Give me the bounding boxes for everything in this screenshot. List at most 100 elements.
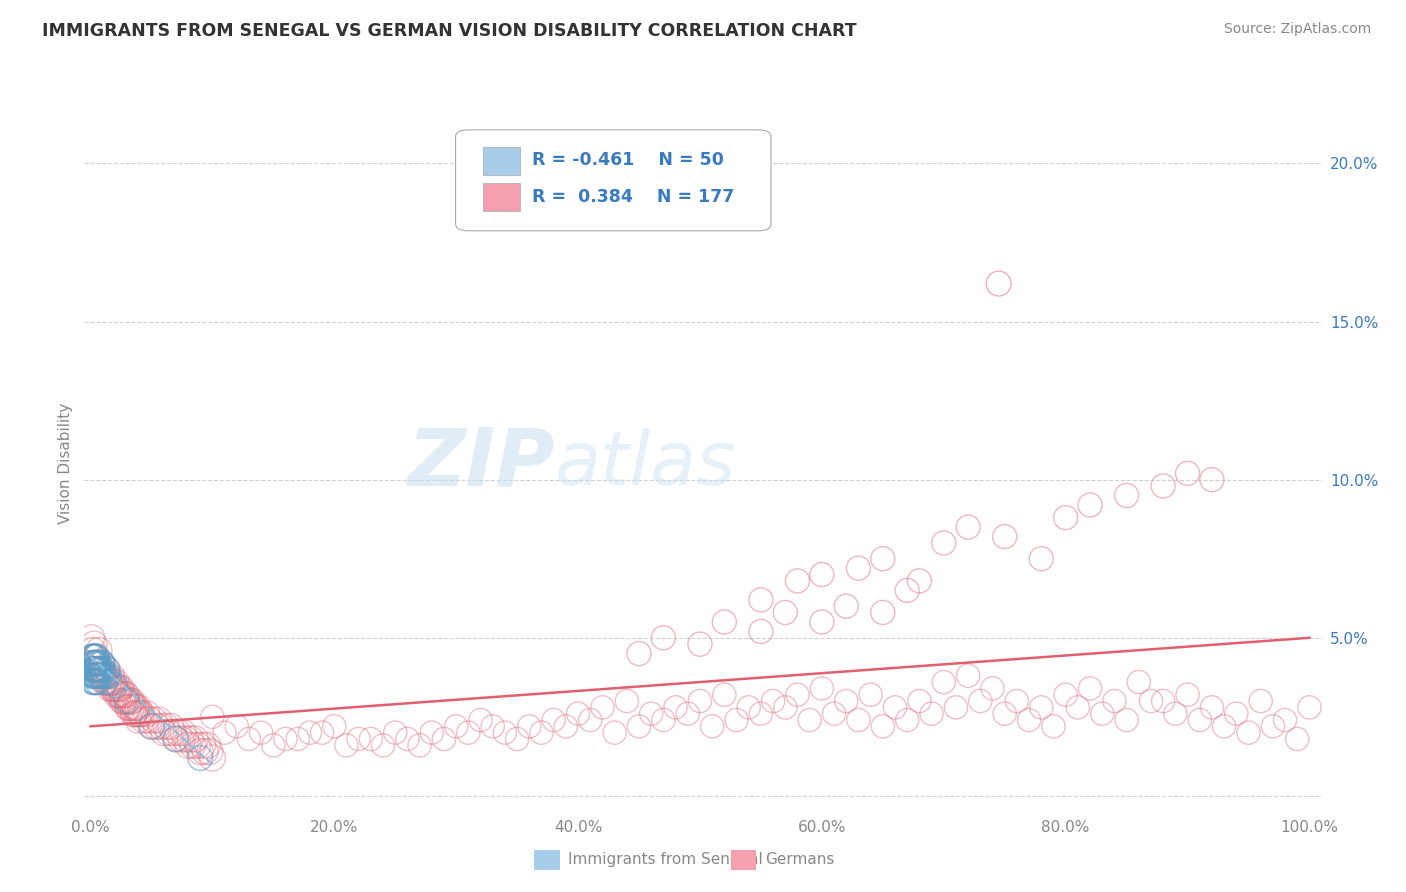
- Point: [103, 675, 125, 690]
- Point: [848, 713, 870, 727]
- FancyBboxPatch shape: [482, 184, 520, 211]
- Point: [335, 739, 357, 753]
- Point: [181, 739, 204, 753]
- Point: [87, 675, 110, 690]
- Point: [172, 725, 194, 739]
- Point: [165, 731, 187, 746]
- Point: [83, 662, 105, 676]
- Point: [311, 725, 333, 739]
- Point: [627, 719, 650, 733]
- Point: [457, 725, 479, 739]
- Point: [1213, 719, 1236, 733]
- Point: [1115, 713, 1137, 727]
- FancyBboxPatch shape: [456, 130, 770, 231]
- Point: [87, 662, 110, 676]
- Point: [197, 739, 219, 753]
- Point: [859, 688, 882, 702]
- Point: [738, 700, 761, 714]
- Point: [689, 637, 711, 651]
- Point: [786, 574, 808, 588]
- Text: R = -0.461    N = 50: R = -0.461 N = 50: [533, 151, 724, 169]
- Point: [80, 656, 103, 670]
- Point: [957, 520, 980, 534]
- Point: [145, 719, 167, 733]
- Point: [82, 643, 104, 657]
- Point: [93, 669, 115, 683]
- Point: [90, 656, 112, 670]
- Point: [131, 706, 153, 721]
- Point: [786, 688, 808, 702]
- Point: [82, 662, 104, 676]
- Point: [420, 725, 443, 739]
- Text: Immigrants from Senegal: Immigrants from Senegal: [568, 853, 763, 867]
- Point: [141, 719, 163, 733]
- Point: [811, 567, 834, 582]
- Point: [408, 739, 430, 753]
- Point: [83, 656, 105, 670]
- Point: [981, 681, 1004, 696]
- Point: [129, 706, 152, 721]
- Point: [1274, 713, 1296, 727]
- Point: [298, 725, 321, 739]
- Point: [494, 725, 516, 739]
- Point: [114, 688, 136, 702]
- Point: [676, 706, 699, 721]
- Point: [97, 669, 120, 683]
- Point: [762, 694, 785, 708]
- Point: [969, 694, 991, 708]
- FancyBboxPatch shape: [482, 147, 520, 175]
- Point: [84, 675, 107, 690]
- Point: [87, 662, 110, 676]
- Point: [603, 725, 626, 739]
- Point: [884, 700, 907, 714]
- Point: [80, 631, 103, 645]
- Point: [86, 649, 108, 664]
- Point: [80, 669, 103, 683]
- Point: [87, 656, 110, 670]
- Point: [201, 710, 224, 724]
- Text: atlas: atlas: [554, 428, 735, 500]
- Point: [543, 713, 565, 727]
- Point: [86, 669, 108, 683]
- Point: [97, 675, 120, 690]
- Point: [579, 713, 602, 727]
- Point: [872, 606, 894, 620]
- Point: [896, 583, 918, 598]
- Point: [115, 694, 138, 708]
- Point: [591, 700, 613, 714]
- Point: [100, 675, 122, 690]
- Point: [124, 706, 146, 721]
- Point: [1177, 688, 1199, 702]
- Point: [749, 624, 772, 639]
- Point: [169, 731, 191, 746]
- Point: [1054, 688, 1077, 702]
- Point: [554, 719, 576, 733]
- Point: [89, 669, 111, 683]
- Point: [506, 731, 529, 746]
- Point: [122, 706, 145, 721]
- Point: [135, 706, 157, 721]
- Point: [1042, 719, 1064, 733]
- Point: [122, 700, 145, 714]
- Point: [111, 694, 134, 708]
- Point: [214, 725, 236, 739]
- Point: [141, 719, 163, 733]
- Point: [87, 656, 110, 670]
- Point: [1152, 694, 1174, 708]
- Point: [835, 599, 858, 614]
- Point: [83, 637, 105, 651]
- Point: [1104, 694, 1126, 708]
- Point: [1031, 551, 1053, 566]
- Point: [91, 662, 114, 676]
- Point: [384, 725, 406, 739]
- Point: [616, 694, 638, 708]
- Point: [89, 662, 111, 676]
- Point: [262, 739, 284, 753]
- Point: [194, 745, 217, 759]
- Point: [1078, 681, 1101, 696]
- Point: [932, 675, 955, 690]
- Point: [323, 719, 346, 733]
- Point: [1201, 700, 1223, 714]
- Point: [93, 669, 115, 683]
- Point: [155, 719, 177, 733]
